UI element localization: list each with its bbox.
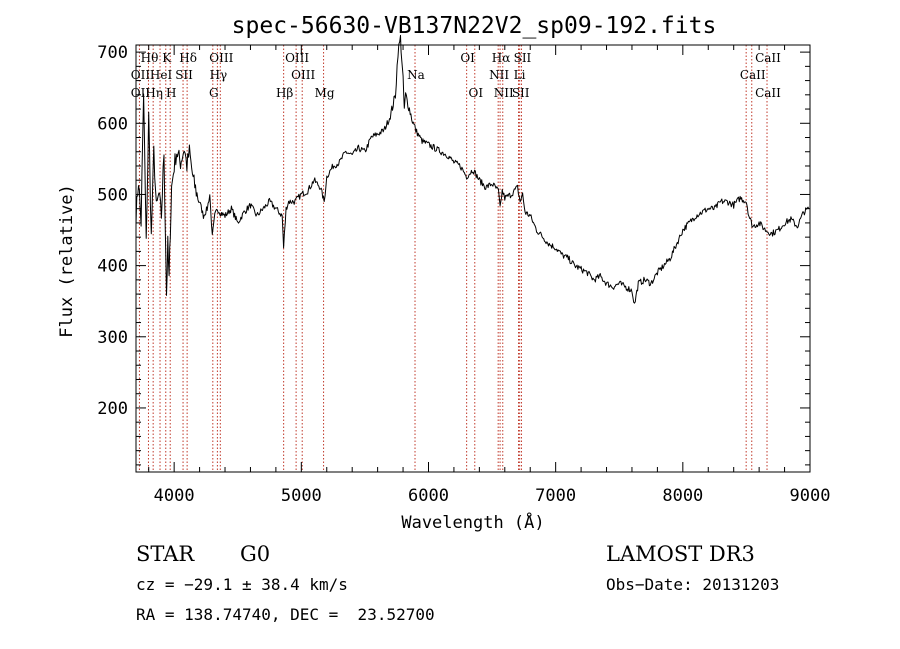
y-tick-label: 200 (97, 399, 128, 419)
plot-frame (135, 44, 811, 473)
line-label: Hγ (210, 68, 228, 82)
x-tick-label: 5000 (281, 486, 322, 506)
y-tick-label: 500 (97, 185, 128, 205)
line-label: H (166, 86, 176, 100)
line-label: NII (494, 86, 514, 100)
line-label: HeI (150, 68, 173, 82)
line-label: Mg (315, 86, 335, 100)
line-label: Hθ (141, 51, 159, 65)
x-tick-label: 6000 (408, 486, 449, 506)
object-class: STAR (136, 542, 195, 566)
spectrum-series (135, 34, 810, 304)
line-label: SII (512, 86, 530, 100)
survey-name: LAMOST DR3 (606, 542, 755, 566)
y-tick-label: 300 (97, 328, 128, 348)
series-spectrum (135, 34, 810, 304)
y-axis-ticks: 200 300 400 500 600 700 (97, 43, 810, 466)
coordinates: RA = 138.74740, DEC = 23.52700 (136, 605, 435, 624)
line-label: Hα (492, 51, 511, 65)
line-label: SII (514, 51, 532, 65)
x-tick-label: 7000 (535, 486, 576, 506)
observation-date: Obs−Date: 20131203 (606, 575, 779, 594)
line-label: NII (489, 68, 509, 82)
line-label: OI (468, 86, 483, 100)
line-label: Hδ (179, 51, 197, 65)
line-label: OIII (209, 51, 233, 65)
line-label: Hβ (276, 86, 293, 100)
x-axis-label: Wavelength (Å) (401, 511, 544, 533)
x-tick-label: 8000 (662, 486, 703, 506)
x-tick-label: 9000 (790, 486, 831, 506)
line-label: CaII (755, 86, 781, 100)
line-label: K (162, 51, 172, 65)
line-label: Li (514, 68, 526, 82)
chart-title: spec-56630-VB137N22V2_sp09-192.fits (232, 13, 717, 39)
line-label: OIII (285, 51, 309, 65)
line-label: SII (175, 68, 193, 82)
line-label: CaII (755, 51, 781, 65)
line-label: Hη (145, 86, 163, 100)
object-subclass: G0 (240, 542, 270, 566)
line-label: Na (407, 68, 425, 82)
redshift-cz: cz = −29.1 ± 38.4 km/s (136, 575, 348, 594)
y-tick-label: 700 (97, 43, 128, 63)
line-label: G (209, 86, 219, 100)
y-tick-label: 400 (97, 257, 128, 277)
line-label: CaII (740, 68, 766, 82)
x-tick-label: 4000 (154, 486, 195, 506)
line-label: OI (460, 51, 475, 65)
spectral-line-markers (138, 45, 768, 472)
x-axis-ticks: 4000 5000 6000 7000 8000 9000 (148, 45, 831, 506)
y-axis-label: Flux (relative) (57, 184, 77, 338)
line-label: OII (131, 68, 151, 82)
line-label: OIII (291, 68, 315, 82)
y-tick-label: 600 (97, 114, 128, 134)
